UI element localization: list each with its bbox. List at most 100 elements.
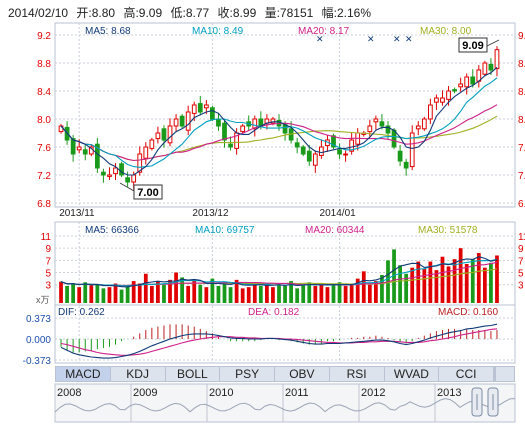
candle-body — [312, 153, 318, 166]
low-callout-value: 7.00 — [137, 187, 158, 199]
high-callout-value: 9.09 — [462, 40, 483, 52]
ma-lines — [60, 66, 498, 176]
ma5-label: MA5: 8.68 — [85, 26, 131, 37]
volume-bar — [458, 248, 463, 303]
candle-body — [222, 122, 227, 141]
date-tick-label: 2013/12 — [192, 208, 229, 219]
macd-y-tick: 0.000 — [26, 335, 51, 346]
candle-body — [458, 83, 464, 88]
macd-panel-frame — [54, 304, 516, 364]
volume-bar — [361, 271, 366, 303]
indicator-tabs: MACD KDJ BOLL PSY OBV RSI WVAD CCI — [55, 366, 495, 382]
volume-bar — [168, 279, 172, 303]
candle-body — [252, 118, 258, 130]
price-y-tick-right: 7.6 — [518, 143, 525, 154]
price-y-tick-left: 6.8 — [37, 199, 51, 210]
candle-body — [331, 135, 336, 148]
tab-rsi[interactable]: RSI — [330, 367, 385, 381]
candle-body — [161, 128, 167, 141]
tab-cci[interactable]: CCI — [439, 367, 494, 381]
volume-bar — [301, 284, 306, 303]
candle-body — [373, 118, 379, 123]
volume-bar — [307, 282, 312, 303]
volume-bar — [65, 285, 69, 303]
volume-bar — [470, 259, 475, 303]
vol-ma30-label: MA30: 51578 — [418, 225, 478, 236]
quote-close: 收:8.99 — [217, 6, 257, 20]
candle-body — [434, 97, 439, 103]
candle-body — [125, 177, 131, 183]
overview-price-trace — [54, 398, 516, 413]
ma10-label: MA10: 8.49 — [192, 26, 244, 37]
overview-handle-left[interactable] — [471, 387, 483, 417]
quote-date: 2014/02/10 — [8, 6, 69, 20]
candle-body — [421, 118, 427, 130]
tab-macd[interactable]: MACD — [56, 367, 111, 381]
svg-text:✕: ✕ — [393, 34, 401, 44]
tab-psy[interactable]: PSY — [220, 367, 275, 381]
volume-bar — [113, 283, 118, 303]
candle-body — [228, 143, 233, 148]
candle-body — [385, 125, 391, 134]
candle-body — [167, 125, 173, 144]
price-y-tick-right: 7.2 — [518, 171, 525, 182]
candle-body — [488, 63, 494, 71]
axis-labels: 6.8 6.8 7.2 7.2 7.6 7.6 8.0 8.0 8.4 8.4 8.8 8.8 9.2 9… — [23, 31, 525, 367]
dea-label: DEA: 0.182 — [248, 307, 300, 318]
candle-body — [119, 163, 124, 176]
price-y-tick-left: 9.2 — [37, 31, 51, 42]
tab-kdj[interactable]: KDJ — [111, 367, 166, 381]
candle-body — [203, 104, 209, 109]
volume-bar — [289, 281, 293, 303]
event-markers[interactable]: ✕ ✕ ✕ ✕ — [316, 34, 413, 44]
date-tick-label: 2013/11 — [59, 208, 95, 219]
candle-body — [397, 150, 403, 162]
volume-bar — [137, 283, 142, 303]
volume-y-tick-left: 5 — [45, 269, 51, 280]
volume-bar — [428, 261, 433, 303]
ma30-label: MA30: 8.00 — [420, 26, 472, 37]
candle-body — [113, 167, 118, 175]
candle-body — [427, 104, 433, 120]
quote-open: 开:8.80 — [76, 6, 116, 20]
tab-obv[interactable]: OBV — [275, 367, 330, 381]
quote-low: 低:8.77 — [170, 6, 210, 20]
tab-wvad[interactable]: WVAD — [385, 367, 440, 381]
candle-body — [216, 118, 221, 127]
candle-body — [300, 146, 306, 155]
volume-bar — [162, 284, 166, 303]
tab-boll[interactable]: BOLL — [166, 367, 221, 381]
overview-year-label: 2009 — [133, 387, 157, 399]
svg-text:✕: ✕ — [316, 34, 324, 44]
volume-bar — [180, 277, 185, 303]
volume-bar — [355, 278, 360, 303]
volume-bar — [71, 283, 76, 303]
overview-layer: 2008 2009 2010 2011 2012 2013 — [54, 384, 516, 422]
volume-y-tick-right: 5 — [518, 269, 524, 280]
overview-year-label: 2011 — [285, 387, 309, 399]
candle-body — [282, 124, 288, 134]
overview-handle-right[interactable] — [487, 387, 499, 417]
volume-bar — [434, 270, 439, 303]
volume-unit-label: x万 — [36, 295, 50, 305]
volume-y-tick-right: 3 — [518, 281, 524, 292]
volume-bar — [131, 281, 136, 303]
volume-bar — [258, 285, 263, 303]
volume-bar — [337, 282, 342, 303]
macd-label: MACD: 0.160 — [438, 307, 498, 318]
price-y-tick-right: 9.2 — [518, 31, 525, 42]
price-y-tick-right: 6.8 — [518, 199, 525, 210]
candle-body — [452, 89, 457, 92]
volume-bar — [343, 285, 348, 303]
macd-y-tick: 0.373 — [26, 314, 51, 325]
volume-bar — [89, 285, 94, 303]
quote-high: 高:9.09 — [123, 6, 163, 20]
vol-ma10-label: MA10: 69757 — [195, 225, 255, 236]
volume-bar — [464, 264, 469, 303]
svg-text:✕: ✕ — [405, 34, 413, 44]
candle-body — [76, 146, 82, 151]
ma5-line — [60, 66, 498, 176]
candle-body — [179, 115, 185, 127]
overview-strip[interactable] — [54, 383, 516, 423]
